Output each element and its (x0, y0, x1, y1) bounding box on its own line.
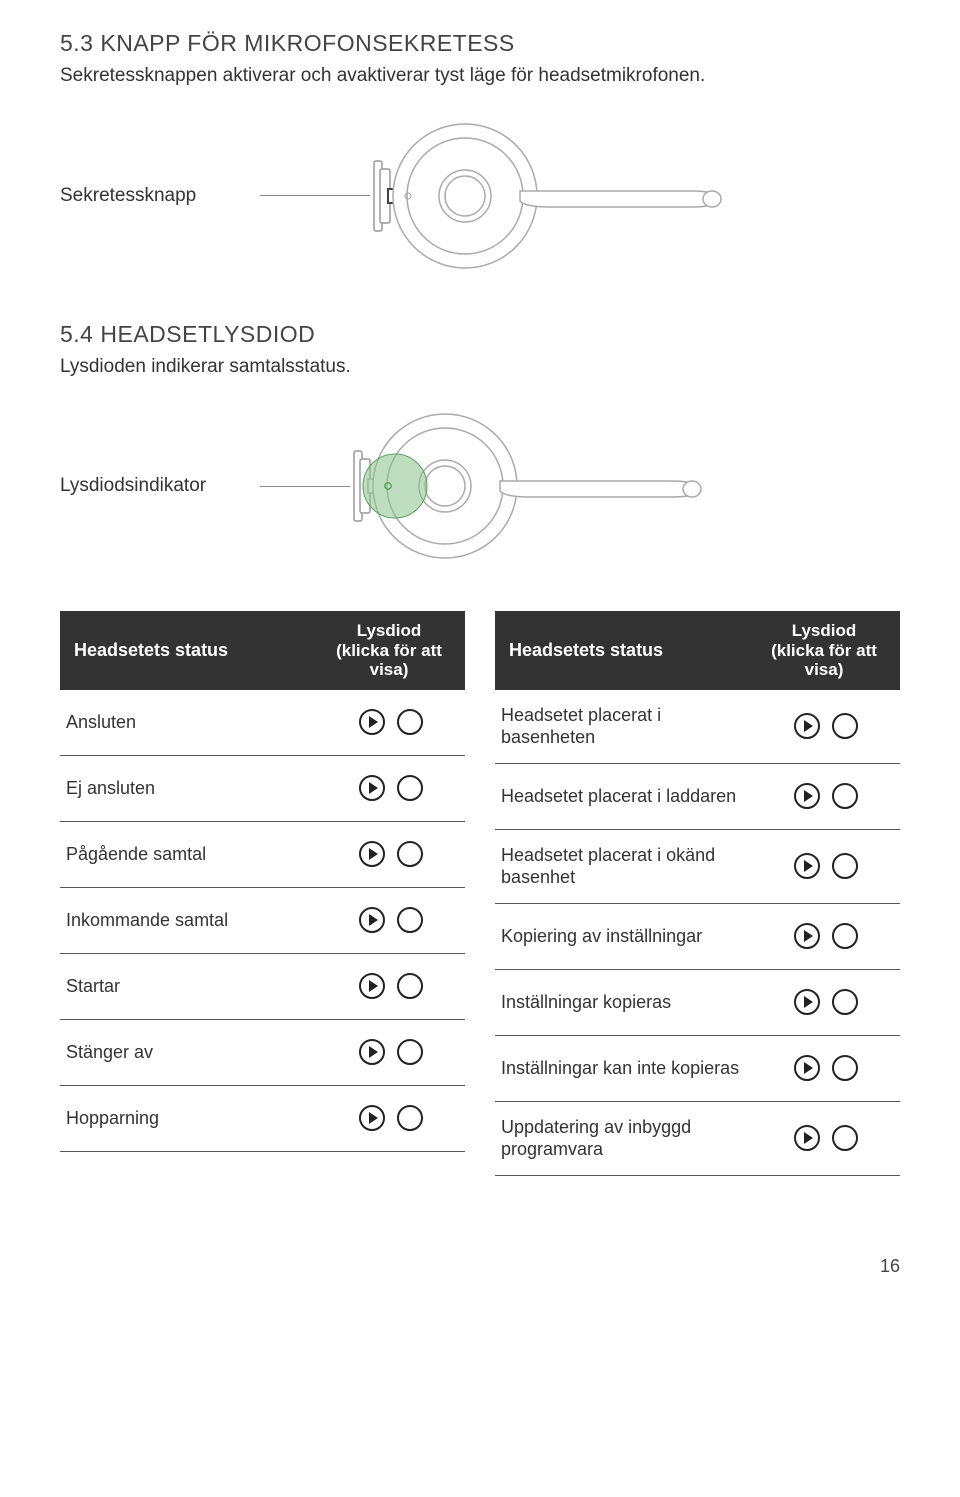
play-icon[interactable] (794, 783, 820, 809)
status-cell: Headsetet placerat i okänd basenhet (495, 830, 760, 903)
table-row: Inställningar kan inte kopieras (495, 1036, 900, 1102)
table-row: Pågående samtal (60, 822, 465, 888)
table-row: Headsetet placerat i okänd basenhet (495, 830, 900, 904)
led-cell (760, 913, 900, 959)
status-cell: Uppdatering av inbyggd programvara (495, 1102, 760, 1175)
figure-led-indicator: Lysdiodsindikator (60, 401, 900, 571)
table-row: Headsetet placerat i basenheten (495, 690, 900, 764)
table-row: Uppdatering av inbyggd programvara (495, 1102, 900, 1176)
led-icon (397, 1039, 423, 1065)
th-led-sub: (klicka för att visa) (760, 641, 888, 680)
section-5-4-heading: 5.4 HEADSETLYSDIOD (60, 321, 900, 348)
play-icon[interactable] (794, 923, 820, 949)
th-status: Headsetets status (495, 626, 760, 675)
led-cell (760, 703, 900, 749)
th-led: Lysdiod (klicka för att visa) (325, 611, 465, 690)
table-row: Ej ansluten (60, 756, 465, 822)
table-header-row: Headsetets status Lysdiod (klicka för at… (495, 611, 900, 690)
page-number: 16 (60, 1256, 900, 1277)
table-row: Headsetet placerat i laddaren (495, 764, 900, 830)
table-header-row: Headsetets status Lysdiod (klicka för at… (60, 611, 465, 690)
play-icon[interactable] (359, 1039, 385, 1065)
led-icon (832, 923, 858, 949)
led-icon (832, 713, 858, 739)
status-table-right: Headsetets status Lysdiod (klicka för at… (495, 611, 900, 1176)
led-icon (832, 783, 858, 809)
play-icon[interactable] (359, 775, 385, 801)
play-icon[interactable] (359, 1105, 385, 1131)
play-icon[interactable] (794, 1125, 820, 1151)
led-cell (325, 831, 465, 877)
led-icon (397, 775, 423, 801)
led-icon (832, 1125, 858, 1151)
led-cell (325, 1095, 465, 1141)
status-cell: Startar (60, 961, 325, 1012)
led-icon (832, 989, 858, 1015)
status-cell: Kopiering av inställningar (495, 911, 760, 962)
status-cell: Ansluten (60, 697, 325, 748)
status-cell: Stänger av (60, 1027, 325, 1078)
figure-label-led: Lysdiodsindikator (60, 475, 260, 497)
led-icon (397, 907, 423, 933)
status-cell: Hopparning (60, 1093, 325, 1144)
led-cell (760, 1115, 900, 1161)
led-cell (325, 765, 465, 811)
status-cell: Headsetet placerat i laddaren (495, 771, 760, 822)
figure-secrecy-button: Sekretessknapp (60, 111, 900, 281)
led-cell (325, 897, 465, 943)
led-cell (325, 1029, 465, 1075)
led-cell (760, 773, 900, 819)
figure-label-secrecy: Sekretessknapp (60, 185, 260, 207)
table-row: Inkommande samtal (60, 888, 465, 954)
table-row: Startar (60, 954, 465, 1020)
leader-line (260, 486, 350, 487)
section-5-3-heading: 5.3 KNAPP FÖR MIKROFONSEKRETESS (60, 30, 900, 57)
th-led-sub: (klicka för att visa) (325, 641, 453, 680)
led-cell (760, 979, 900, 1025)
table-row: Stänger av (60, 1020, 465, 1086)
led-icon (832, 853, 858, 879)
led-cell (760, 843, 900, 889)
led-cell (325, 699, 465, 745)
headset-illustration-2 (350, 401, 710, 571)
led-cell (760, 1045, 900, 1091)
play-icon[interactable] (359, 841, 385, 867)
status-cell: Headsetet placerat i basenheten (495, 690, 760, 763)
status-cell: Inställningar kan inte kopieras (495, 1043, 760, 1094)
th-led-title: Lysdiod (760, 621, 888, 641)
led-icon (397, 841, 423, 867)
table-row: Hopparning (60, 1086, 465, 1152)
status-table-left: Headsetets status Lysdiod (klicka för at… (60, 611, 465, 1176)
play-icon[interactable] (794, 853, 820, 879)
th-led-title: Lysdiod (325, 621, 453, 641)
play-icon[interactable] (794, 1055, 820, 1081)
th-led: Lysdiod (klicka för att visa) (760, 611, 900, 690)
led-icon (832, 1055, 858, 1081)
status-cell: Ej ansluten (60, 763, 325, 814)
table-row: Kopiering av inställningar (495, 904, 900, 970)
table-row: Inställningar kopieras (495, 970, 900, 1036)
th-status: Headsetets status (60, 626, 325, 675)
play-icon[interactable] (794, 713, 820, 739)
section-5-4-text: Lysdioden indikerar samtalsstatus. (60, 354, 900, 380)
status-cell: Inkommande samtal (60, 895, 325, 946)
status-cell: Pågående samtal (60, 829, 325, 880)
status-tables: Headsetets status Lysdiod (klicka för at… (60, 611, 900, 1176)
leader-line (260, 195, 370, 196)
status-cell: Inställningar kopieras (495, 977, 760, 1028)
section-5-3-text: Sekretessknappen aktiverar och avaktiver… (60, 63, 900, 89)
led-icon (397, 973, 423, 999)
headset-illustration-1 (370, 111, 730, 281)
table-row: Ansluten (60, 690, 465, 756)
play-icon[interactable] (794, 989, 820, 1015)
play-icon[interactable] (359, 973, 385, 999)
led-icon (397, 1105, 423, 1131)
led-cell (325, 963, 465, 1009)
led-icon (397, 709, 423, 735)
play-icon[interactable] (359, 907, 385, 933)
play-icon[interactable] (359, 709, 385, 735)
